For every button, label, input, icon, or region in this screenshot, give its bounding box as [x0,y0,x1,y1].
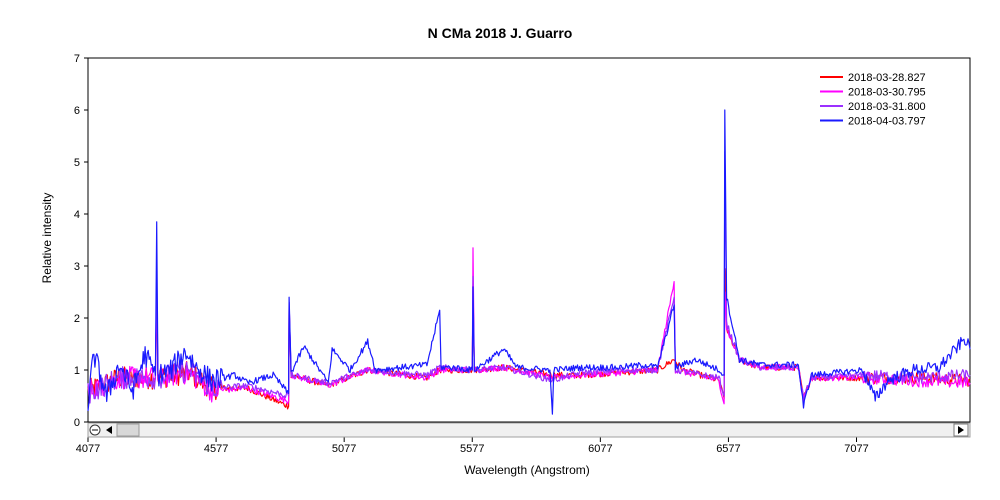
y-tick-label: 0 [74,417,80,429]
series-line-4 [87,109,971,415]
scroll-right-arrow-icon[interactable] [958,426,964,434]
scrollbar-thumb[interactable] [116,423,140,437]
y-tick-label: 2 [74,313,80,325]
x-tick-label: 7077 [844,443,868,455]
legend-label: 2018-04-03.797 [848,116,926,128]
x-tick-label: 4577 [204,443,228,455]
y-tick-label: 6 [74,105,80,117]
y-tick-label: 1 [74,365,80,377]
legend-label: 2018-03-31.800 [848,101,926,113]
legend-label: 2018-03-30.795 [848,87,926,99]
x-tick-label: 6077 [588,443,612,455]
legend-label: 2018-03-28.827 [848,72,926,84]
y-tick-label: 5 [74,157,80,169]
x-tick-label: 5577 [460,443,484,455]
x-tick-label: 6577 [716,443,740,455]
series-line-3 [87,151,971,404]
x-axis-label: Wavelength (Angstrom) [464,463,590,477]
scrollbar-track[interactable] [87,422,971,438]
x-tick-label: 5077 [332,443,356,455]
y-tick-label: 4 [74,209,80,221]
y-tick-label: 7 [74,53,80,65]
zoom-reset-button[interactable] [89,424,101,436]
horizontal-scrollbar[interactable] [87,422,971,438]
y-tick-label: 3 [74,261,80,273]
series-group [87,109,971,415]
plot-area [87,57,971,423]
chart-title: N CMa 2018 J. Guarro [428,25,573,41]
x-tick-label: 4077 [76,443,100,455]
legend: 2018-03-28.827 2018-03-30.795 2018-03-31.8… [820,72,926,128]
y-axis-label: Relative intensity [40,193,54,284]
axis-ticks: 0 1 2 3 4 5 6 7 4077 4577 5077 5577 6077 6577 7077 [74,53,869,455]
scroll-left-arrow-icon[interactable] [106,426,112,434]
